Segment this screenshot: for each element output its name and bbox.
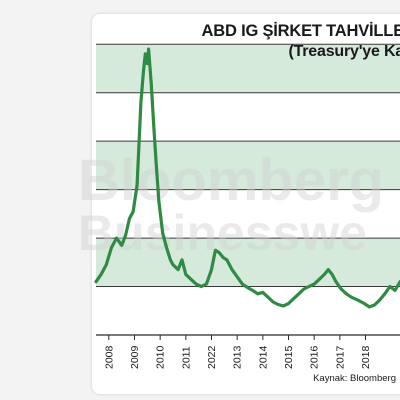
x-tick-label: 2018 [360, 345, 372, 369]
x-tick-label: 2010 [155, 345, 167, 369]
x-tick-label: 2014 [257, 345, 269, 369]
x-tick-label: 2022 [206, 345, 218, 369]
watermark-line-2: Businesswe [78, 205, 367, 261]
x-tick-label: 2008 [103, 345, 115, 369]
shaded-band [96, 238, 400, 287]
x-tick-label: 2016 [309, 345, 321, 369]
source-note: Kaynak: Bloomberg [313, 373, 396, 384]
x-tick-label: 2011 [180, 346, 192, 369]
x-tick-label: 2013 [232, 345, 244, 369]
x-axis: 2008 2009 2010 2011 2022 2013 2014 2015 2016 2017… [96, 334, 400, 369]
chart-title: ABD IG ŞİRKET TAHVİLLE [201, 22, 400, 40]
x-tick-label: 2017 [334, 345, 346, 369]
x-tick-label: 2015 [283, 345, 295, 369]
x-tick-label: 2009 [129, 345, 141, 369]
series-line [94, 47, 400, 309]
shaded-bands [96, 44, 400, 287]
watermark-line-1: Bloomberg [78, 148, 384, 213]
shaded-band [96, 44, 400, 93]
chart-subtitle: (Treasury'ye Ka [288, 43, 400, 60]
shaded-band [96, 141, 400, 190]
watermark: Bloomberg Businesswe [78, 148, 384, 261]
